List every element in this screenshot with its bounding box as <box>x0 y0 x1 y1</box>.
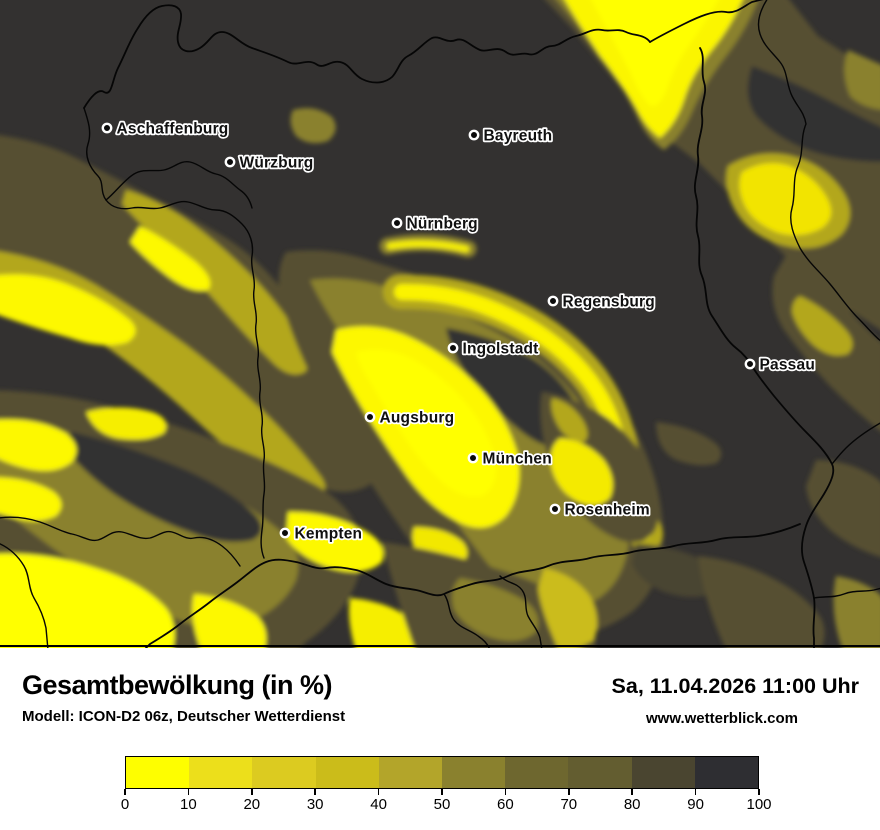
scale-tick <box>251 789 253 795</box>
city-label: Aschaffenburg <box>117 121 229 138</box>
city-marker <box>224 156 236 168</box>
scale-tick <box>568 789 570 795</box>
city-label: München <box>483 451 552 468</box>
scale-segment <box>252 757 316 788</box>
page-title: Gesamtbewölkung (in %) <box>22 670 333 700</box>
scale-tick <box>187 789 190 795</box>
scale-tick-label: 0 <box>120 796 130 813</box>
color-scale-bar <box>125 756 759 789</box>
map-footer: Gesamtbewölkung (in %) Modell: ICON-D2 0… <box>0 648 880 830</box>
city-label: Würzburg <box>240 155 314 172</box>
city-label: Nürnberg <box>407 216 478 233</box>
scale-tick-label: 40 <box>370 796 387 813</box>
city-marker <box>467 452 479 464</box>
scale-tick-label: 100 <box>746 796 772 813</box>
scale-tick <box>758 789 760 795</box>
scale-segment <box>631 757 695 788</box>
city-label: Passau <box>760 357 816 374</box>
city-marker <box>447 342 459 354</box>
cloud-cover-map: Aschaffenburg Würzburg Bayreuth Nürnberg Reg… <box>0 0 880 648</box>
scale-segment <box>378 757 443 788</box>
city-label: Augsburg <box>380 410 455 427</box>
scale-segment <box>694 757 759 788</box>
city-label: Kempten <box>295 526 363 543</box>
scale-tick <box>504 789 507 795</box>
scale-tick <box>377 789 380 795</box>
city-label: Ingolstadt <box>463 341 539 358</box>
city-marker <box>547 295 559 307</box>
city-markers: Aschaffenburg Würzburg Bayreuth Nürnberg Reg… <box>101 119 817 544</box>
scale-segment <box>315 757 379 788</box>
map-footer-divider <box>0 645 880 647</box>
scale-segment <box>568 757 632 788</box>
city-marker <box>364 411 376 423</box>
city-marker <box>468 129 480 141</box>
map-canvas: Aschaffenburg Würzburg Bayreuth Nürnberg Reg… <box>0 0 880 648</box>
scale-segment <box>126 757 190 788</box>
scale-tick-label: 30 <box>306 796 324 813</box>
scale-tick <box>441 789 443 795</box>
scale-segment <box>442 757 506 788</box>
city-marker <box>549 503 561 515</box>
scale-segment <box>505 757 569 788</box>
scale-tick-label: 70 <box>560 796 578 813</box>
scale-tick-label: 90 <box>687 796 704 813</box>
scale-tick-label: 20 <box>243 796 261 813</box>
scale-tick <box>124 789 126 795</box>
scale-tick-label: 80 <box>623 796 641 813</box>
city-marker <box>391 217 403 229</box>
city-label: Bayreuth <box>484 128 553 145</box>
website-credit: www.wetterblick.com <box>646 710 798 727</box>
state-border-lines <box>0 0 880 648</box>
city-marker <box>101 122 113 134</box>
city-label: Regensburg <box>563 294 655 311</box>
scale-tick-label: 60 <box>497 796 514 813</box>
scale-tick-label: 10 <box>180 796 197 813</box>
scale-tick <box>694 789 697 795</box>
model-info: Modell: ICON-D2 06z, Deutscher Wetterdie… <box>22 708 346 725</box>
city-marker <box>744 358 756 370</box>
scale-segment <box>189 757 253 788</box>
city-marker <box>279 527 291 539</box>
city-label: Rosenheim <box>565 502 650 519</box>
scale-tick <box>314 789 316 795</box>
forecast-datetime: Sa, 11.04.2026 11:00 Uhr <box>611 674 859 698</box>
scale-tick-label: 50 <box>433 796 451 813</box>
cloud-field-layer <box>0 0 880 648</box>
scale-tick <box>631 789 633 795</box>
